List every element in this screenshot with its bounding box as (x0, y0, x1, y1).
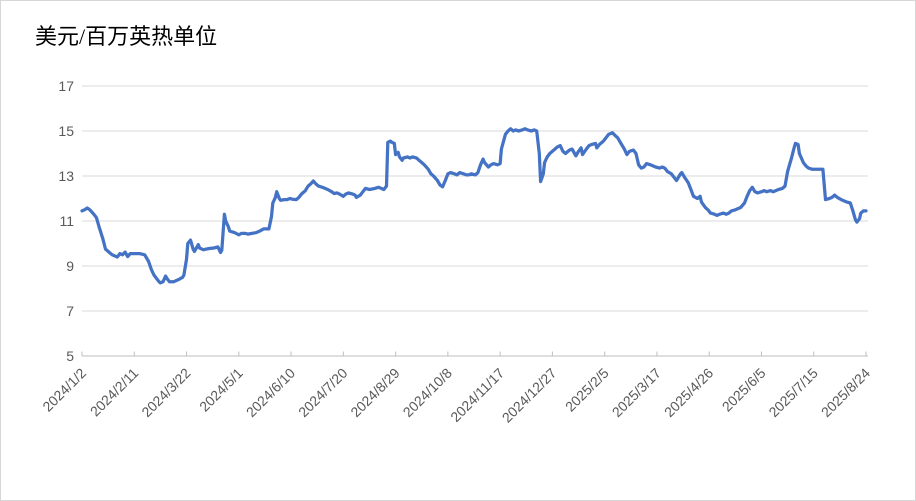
x-tick-label: 2024/11/17 (447, 365, 507, 425)
x-tick-label: 2024/8/29 (347, 365, 403, 421)
y-tick-label: 11 (59, 213, 74, 229)
x-tick-label: 2025/2/5 (562, 365, 612, 415)
x-tick-label: 2024/10/8 (400, 365, 456, 421)
y-tick-label: 9 (66, 258, 74, 274)
x-tick-label: 2025/4/26 (661, 365, 717, 421)
x-tick-label: 2024/3/22 (138, 365, 194, 421)
y-tick-label: 7 (66, 303, 74, 319)
x-tick-label: 2025/6/5 (719, 365, 769, 415)
x-tick-label: 2024/1/2 (39, 365, 89, 415)
y-tick-label: 17 (58, 78, 74, 94)
x-tick-label: 2024/12/27 (499, 365, 560, 426)
x-tick-label: 2024/2/11 (87, 365, 142, 420)
y-tick-label: 15 (58, 123, 74, 139)
x-tick-label: 2025/8/24 (818, 365, 874, 421)
chart-title: 美元/百万英热单位 (35, 24, 217, 49)
x-tick-label: 2024/5/1 (196, 365, 246, 415)
x-tick-label: 2024/7/20 (295, 365, 351, 421)
x-tick-label: 2025/3/17 (609, 365, 665, 421)
price-line-series (80, 127, 868, 285)
x-tick-label: 2025/7/15 (765, 365, 821, 421)
y-tick-label: 5 (66, 348, 74, 364)
x-axis (81, 351, 868, 357)
y-axis-tick-labels: 5 7 9 11 13 15 17 (58, 78, 74, 364)
gridlines (82, 85, 868, 312)
x-tick-label: 2024/6/10 (243, 365, 299, 421)
y-tick-label: 13 (58, 168, 74, 184)
